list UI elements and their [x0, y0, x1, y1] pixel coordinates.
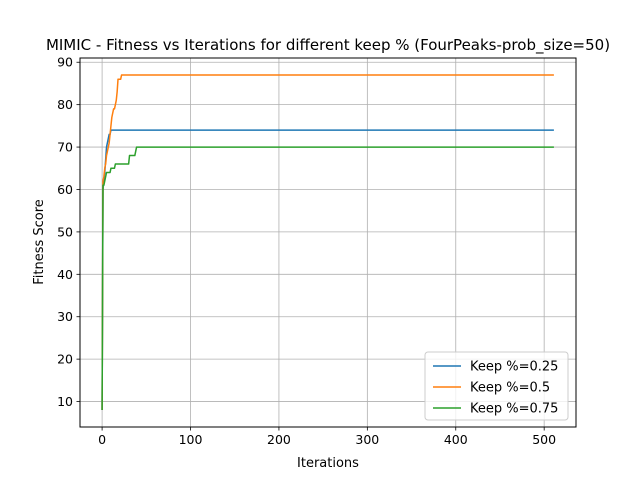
grid-lines [80, 58, 576, 427]
y-tick-label: 80 [57, 97, 73, 112]
y-tick-label: 40 [57, 267, 73, 282]
y-axis-label: Fitness Score [32, 199, 47, 285]
legend-box [424, 351, 569, 421]
x-tick-label: 200 [267, 432, 291, 447]
y-tick-label: 20 [57, 352, 73, 367]
plot-area-frame [79, 57, 577, 428]
x-axis-ticks: 0 100 200 300 400 500 [98, 427, 556, 447]
x-axis-label: Iterations [297, 456, 359, 471]
x-tick-label: 500 [532, 432, 556, 447]
legend: Keep %=0.25 Keep %=0.5 Keep %=0.75 [424, 351, 569, 421]
legend-label-3: Keep %=0.75 [470, 402, 558, 417]
x-tick-label: 300 [355, 432, 379, 447]
y-tick-label: 70 [57, 140, 73, 155]
y-tick-label: 10 [57, 394, 73, 409]
series-line-2 [101, 74, 554, 411]
x-tick-label: 100 [179, 432, 203, 447]
legend-label-1: Keep %=0.25 [470, 360, 558, 375]
y-tick-label: 50 [57, 224, 73, 239]
y-axis-ticks: 10 20 30 40 50 60 70 80 90 [57, 55, 80, 409]
y-tick-label: 30 [57, 309, 73, 324]
y-tick-label: 90 [57, 55, 73, 70]
x-tick-label: 400 [444, 432, 468, 447]
legend-label-2: Keep %=0.5 [470, 381, 550, 396]
x-tick-label: 0 [98, 432, 106, 447]
series-line-3 [101, 146, 554, 411]
chart-title: MIMIC - Fitness vs Iterations for differ… [46, 36, 610, 55]
series-lines [101, 74, 554, 411]
y-tick-label: 60 [57, 182, 73, 197]
